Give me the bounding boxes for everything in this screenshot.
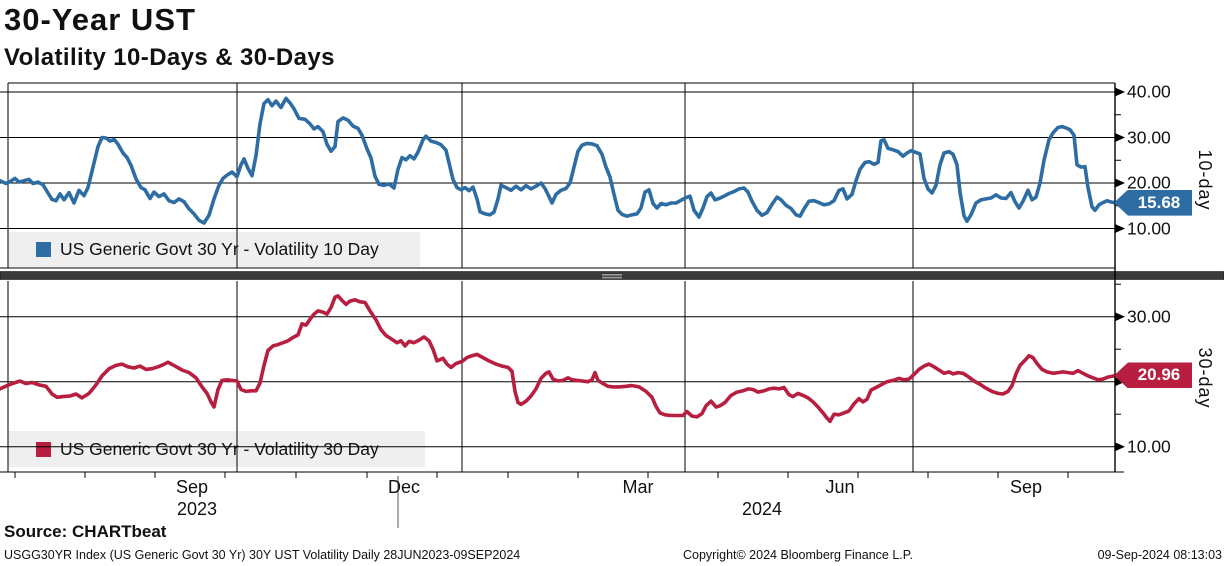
- y-tick-arrow: [1115, 224, 1125, 233]
- y-axis-tick-label: 20.00: [1127, 172, 1171, 193]
- x-axis-month-label: Dec: [387, 477, 421, 497]
- footer-copyright: Copyright© 2024 Bloomberg Finance L.P.: [683, 548, 913, 562]
- y-axis-tick-label: 30.00: [1127, 127, 1171, 147]
- y-axis-tick-label: 40.00: [1127, 81, 1171, 102]
- footer-description: USGG30YR Index (US Generic Govt 30 Yr) 3…: [4, 548, 521, 562]
- y-tick-arrow: [1115, 312, 1125, 322]
- y-axis-tick-label: 30.00: [1127, 306, 1171, 327]
- y-tick-arrow: [1115, 133, 1125, 142]
- x-axis-month-label: Mar: [622, 477, 654, 497]
- legend-label-30day: US Generic Govt 30 Yr - Volatility 30 Da…: [60, 438, 379, 459]
- x-axis-year-label: 2024: [741, 499, 783, 519]
- legend-swatch-30day-icon: [36, 441, 51, 457]
- y-tick-arrow: [1115, 178, 1125, 188]
- divider-grip-icon: [602, 274, 622, 276]
- panel-divider-bar: [0, 271, 1224, 280]
- footer-timestamp: 09-Sep-2024 08:13:03: [1097, 548, 1222, 562]
- last-value-badge-30day: 20.96: [1114, 362, 1192, 389]
- divider-grip-icon: [602, 276, 622, 279]
- x-axis-year-label: 2023: [176, 499, 218, 519]
- page-subtitle: Volatility 10-Days & 30-Days: [4, 44, 335, 71]
- y-axis-tick-label: 10.00: [1127, 436, 1171, 457]
- source-label: Source: CHARTbeat: [4, 522, 167, 541]
- x-axis-month-label: Sep: [175, 477, 209, 497]
- legend-volatility-30day[interactable]: US Generic Govt 30 Yr - Volatility 30 Da…: [8, 431, 425, 467]
- last-value-badge-10day: 15.68: [1114, 189, 1192, 216]
- x-axis-month-label: Sep: [1009, 477, 1043, 497]
- legend-swatch-10day-icon: [36, 242, 51, 257]
- page-title: 30-Year UST: [4, 2, 196, 37]
- series-line-10-day: [0, 96, 1116, 225]
- series-line-30-day: [0, 294, 1116, 424]
- legend-label-10day: US Generic Govt 30 Yr - Volatility 10 Da…: [60, 239, 379, 259]
- right-axis-title-30day: 30-day: [1195, 347, 1215, 409]
- x-axis-month-label: Jun: [825, 477, 855, 497]
- y-tick-arrow: [1115, 87, 1125, 97]
- legend-volatility-10day[interactable]: US Generic Govt 30 Yr - Volatility 10 Da…: [8, 232, 420, 267]
- right-axis-title-10day: 10-day: [1195, 149, 1215, 211]
- y-tick-arrow: [1115, 442, 1125, 452]
- y-axis-tick-label: 10.00: [1127, 218, 1171, 238]
